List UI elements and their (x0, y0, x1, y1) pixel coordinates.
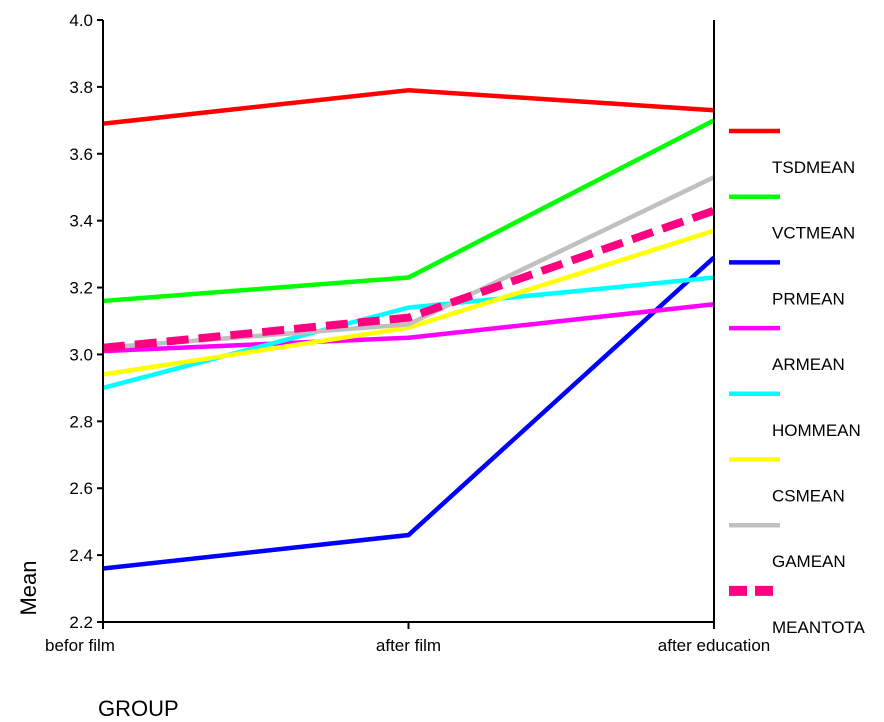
y-tick-label: 4.0 (69, 11, 93, 30)
y-tick-label: 3.4 (69, 212, 93, 231)
y-tick-label: 2.2 (69, 613, 93, 632)
legend-label-vctmean: VCTMEAN (772, 224, 855, 243)
y-tick-label: 3.8 (69, 78, 93, 97)
x-axis-title: GROUP (98, 696, 179, 721)
series-line-meantota (102, 206, 716, 352)
legend-label-gamean: GAMEAN (772, 552, 846, 571)
y-tick-label: 2.8 (69, 412, 93, 431)
y-tick-label: 2.4 (69, 546, 93, 565)
legend-label-hommean: HOMMEAN (772, 421, 861, 440)
legend-label-csmean: CSMEAN (772, 487, 845, 506)
series-line-tsdmean (102, 87, 715, 126)
series-line-armean (102, 302, 715, 354)
legend: TSDMEAN VCTMEAN PRMEAN ARMEAN HOMMEAN CSMEAN G… (729, 128, 866, 637)
series-line-prmean (102, 255, 716, 571)
y-tick-label: 3.0 (69, 345, 93, 364)
series-lines (102, 87, 716, 571)
series-line-csmean (102, 228, 715, 377)
series-line-gamean (102, 175, 715, 350)
x-tick-label: after education (658, 636, 770, 655)
y-tick-label: 2.6 (69, 479, 93, 498)
y-axis: 2.2 2.4 2.6 2.8 3.0 3.2 3.4 3.6 3.8 4.0 (69, 11, 103, 632)
y-tick-label: 3.2 (69, 279, 93, 298)
legend-label-armean: ARMEAN (772, 355, 845, 374)
series-line-vctmean (102, 118, 716, 304)
x-axis: befor film after film after education (45, 622, 770, 655)
legend-label-prmean: PRMEAN (772, 289, 845, 308)
x-tick-label: after film (376, 636, 441, 655)
legend-label-tsdmean: TSDMEAN (772, 158, 855, 177)
y-tick-label: 3.6 (69, 145, 93, 164)
y-axis-title: Mean (16, 560, 41, 615)
x-tick-label: befor film (45, 636, 115, 655)
legend-label-meantota: MEANTOTA (772, 618, 866, 637)
